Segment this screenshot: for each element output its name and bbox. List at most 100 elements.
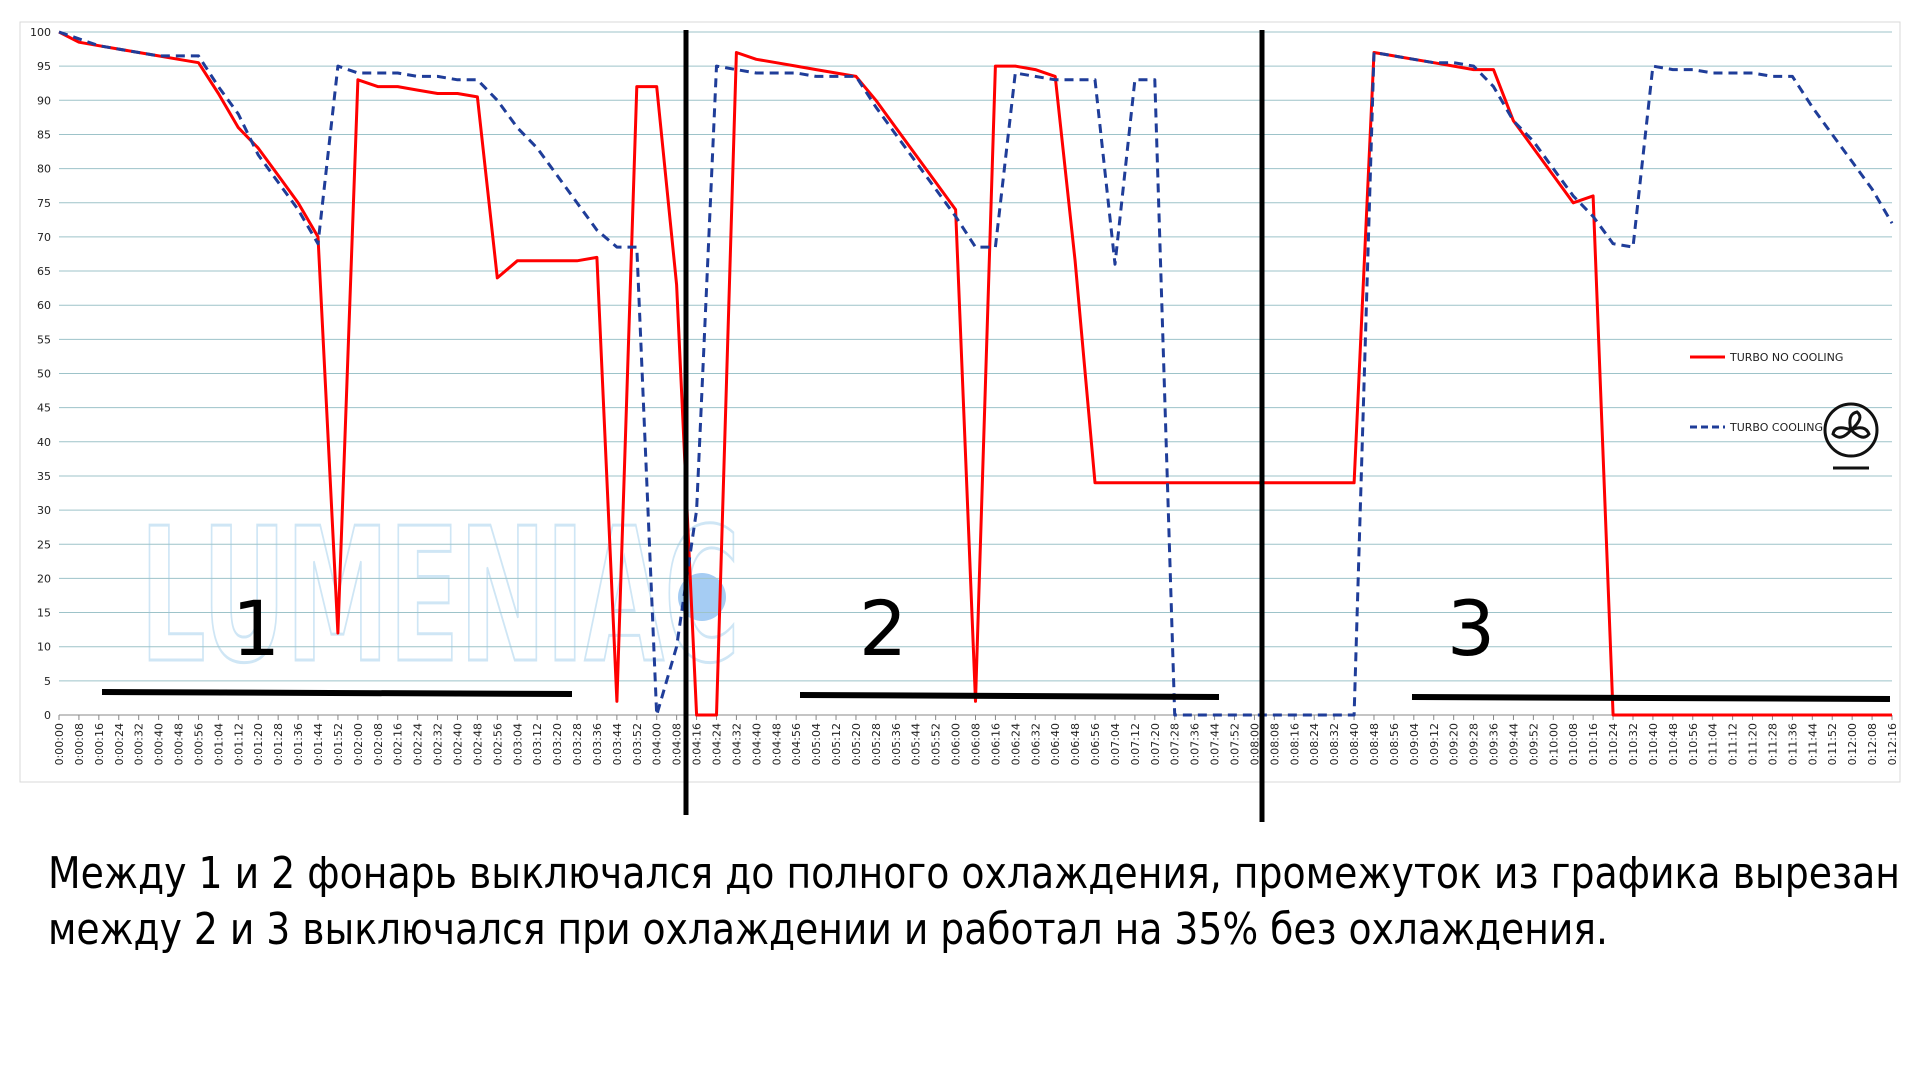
x-tick-label: 0:11:44 bbox=[1806, 723, 1819, 765]
y-tick-label: 30 bbox=[37, 504, 51, 517]
x-tick-label: 0:05:12 bbox=[830, 723, 843, 765]
x-tick-label: 0:06:40 bbox=[1049, 723, 1062, 765]
x-tick-label: 0:01:36 bbox=[292, 723, 305, 765]
x-tick-label: 0:09:36 bbox=[1488, 723, 1501, 765]
segment-label: 3 bbox=[1447, 584, 1495, 673]
x-tick-label: 0:03:36 bbox=[591, 723, 604, 765]
x-tick-label: 0:08:16 bbox=[1288, 723, 1301, 765]
x-tick-label: 0:11:20 bbox=[1747, 723, 1760, 765]
y-tick-label: 75 bbox=[37, 197, 51, 210]
chart-frame bbox=[19, 21, 1901, 783]
x-tick-label: 0:01:04 bbox=[212, 723, 225, 765]
x-tick-label: 0:07:04 bbox=[1109, 723, 1122, 765]
x-tick-label: 0:10:32 bbox=[1627, 723, 1640, 765]
y-tick-label: 5 bbox=[44, 675, 51, 688]
y-tick-label: 100 bbox=[30, 26, 51, 39]
x-tick-label: 0:08:24 bbox=[1308, 723, 1321, 765]
segment-label: 1 bbox=[232, 584, 280, 673]
x-tick-label: 0:05:20 bbox=[850, 723, 863, 765]
fan-blades bbox=[1831, 410, 1871, 439]
fan-ring bbox=[1823, 402, 1879, 458]
x-tick-label: 0:00:24 bbox=[113, 723, 126, 765]
x-tick-label: 0:01:52 bbox=[332, 723, 345, 765]
x-tick-label: 0:04:32 bbox=[730, 723, 743, 765]
x-tick-label: 0:04:00 bbox=[651, 723, 664, 765]
x-tick-label: 0:05:36 bbox=[890, 723, 903, 765]
x-tick-label: 0:02:08 bbox=[372, 723, 385, 765]
x-tick-label: 0:08:08 bbox=[1268, 723, 1281, 765]
y-tick-label: 60 bbox=[37, 299, 51, 312]
x-tick-label: 0:12:16 bbox=[1886, 723, 1899, 765]
caption-line: между 2 и 3 выключался при охлаждении и … bbox=[48, 904, 1608, 955]
x-tick-label: 0:03:04 bbox=[511, 723, 524, 765]
x-tick-label: 0:05:44 bbox=[910, 723, 923, 765]
x-tick-label: 0:09:12 bbox=[1428, 723, 1441, 765]
x-tick-label: 0:10:16 bbox=[1587, 723, 1600, 765]
x-tick-label: 0:00:40 bbox=[153, 723, 166, 765]
fan-icon bbox=[1823, 402, 1879, 470]
x-tick-label: 0:10:00 bbox=[1547, 723, 1560, 765]
legend-label: TURBO COOLING bbox=[1729, 421, 1823, 434]
x-tick-label: 0:09:44 bbox=[1507, 723, 1520, 765]
x-tick-label: 0:04:56 bbox=[790, 723, 803, 765]
x-tick-label: 0:10:48 bbox=[1667, 723, 1680, 765]
y-tick-label: 65 bbox=[37, 265, 51, 278]
x-tick-label: 0:02:48 bbox=[471, 723, 484, 765]
x-tick-label: 0:11:28 bbox=[1766, 723, 1779, 765]
x-tick-label: 0:05:04 bbox=[810, 723, 823, 765]
x-tick-label: 0:05:52 bbox=[930, 723, 943, 765]
x-tick-label: 0:07:44 bbox=[1209, 723, 1222, 765]
x-tick-label: 0:08:32 bbox=[1328, 723, 1341, 765]
x-tick-label: 0:08:56 bbox=[1388, 723, 1401, 765]
x-tick-label: 0:07:52 bbox=[1229, 723, 1242, 765]
x-tick-label: 0:07:28 bbox=[1169, 723, 1182, 765]
x-tick-label: 0:04:48 bbox=[770, 723, 783, 765]
x-tick-label: 0:00:56 bbox=[192, 723, 205, 765]
x-tick-label: 0:06:00 bbox=[950, 723, 963, 765]
x-tick-label: 0:04:40 bbox=[750, 723, 763, 765]
x-tick-label: 0:11:04 bbox=[1707, 723, 1720, 765]
x-tick-label: 0:02:16 bbox=[392, 723, 405, 765]
legend-label: TURBO NO COOLING bbox=[1729, 351, 1843, 364]
x-tick-label: 0:06:48 bbox=[1069, 723, 1082, 765]
x-tick-label: 0:07:12 bbox=[1129, 723, 1142, 765]
underline bbox=[799, 692, 1220, 700]
x-tick-label: 0:04:08 bbox=[671, 723, 684, 765]
y-tick-label: 20 bbox=[37, 572, 51, 585]
x-tick-label: 0:00:48 bbox=[173, 723, 186, 765]
x-tick-label: 0:06:56 bbox=[1089, 723, 1102, 765]
y-tick-label: 90 bbox=[37, 94, 51, 107]
x-tick-label: 0:00:16 bbox=[93, 723, 106, 765]
x-tick-label: 0:09:52 bbox=[1527, 723, 1540, 765]
x-tick-label: 0:01:12 bbox=[232, 723, 245, 765]
y-tick-label: 25 bbox=[37, 538, 51, 551]
x-tick-label: 0:02:56 bbox=[491, 723, 504, 765]
y-tick-label: 15 bbox=[37, 607, 51, 620]
x-tick-label: 0:03:28 bbox=[571, 723, 584, 765]
x-tick-label: 0:04:24 bbox=[710, 723, 723, 765]
x-tick-label: 0:06:24 bbox=[1009, 723, 1022, 765]
y-tick-label: 40 bbox=[37, 436, 51, 449]
watermark: LUMENIAC bbox=[140, 488, 740, 704]
x-tick-label: 0:03:52 bbox=[631, 723, 644, 765]
y-tick-label: 85 bbox=[37, 128, 51, 141]
x-tick-label: 0:09:28 bbox=[1468, 723, 1481, 765]
x-tick-label: 0:08:40 bbox=[1348, 723, 1361, 765]
x-tick-label: 0:12:00 bbox=[1846, 723, 1859, 765]
y-tick-label: 95 bbox=[37, 60, 51, 73]
y-tick-label: 45 bbox=[37, 402, 51, 415]
x-tick-label: 0:04:16 bbox=[691, 723, 704, 765]
x-tick-label: 0:00:32 bbox=[133, 723, 146, 765]
underline bbox=[101, 689, 573, 697]
y-tick-label: 0 bbox=[44, 709, 51, 722]
x-tick-label: 0:03:20 bbox=[551, 723, 564, 765]
x-tick-label: 0:06:08 bbox=[970, 723, 983, 765]
x-tick-label: 0:12:08 bbox=[1866, 723, 1879, 765]
y-tick-label: 80 bbox=[37, 163, 51, 176]
x-tick-label: 0:10:56 bbox=[1687, 723, 1700, 765]
x-tick-label: 0:02:32 bbox=[432, 723, 445, 765]
y-tick-label: 35 bbox=[37, 470, 51, 483]
